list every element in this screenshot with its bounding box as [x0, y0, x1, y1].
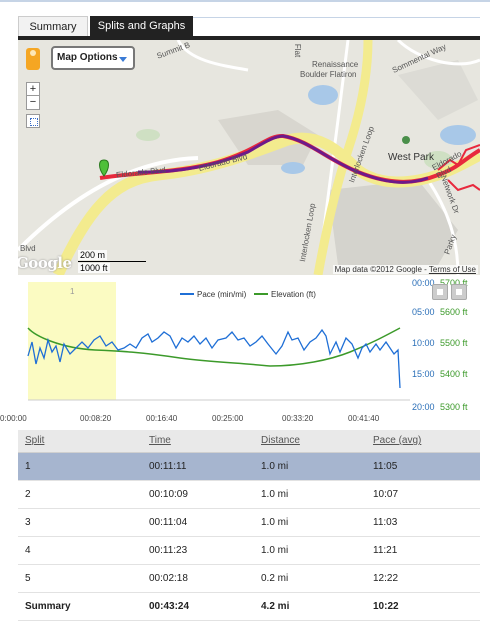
summary-label: Summary — [18, 592, 142, 621]
split-cell: 1 — [18, 452, 142, 481]
map-attribution: Map data ©2012 Google - Terms of Use — [332, 265, 478, 274]
map-label-renaissance: Renaissance — [312, 60, 359, 69]
elevation-tick-1: 5600 ft — [440, 307, 468, 317]
pace-cell: 11:05 — [366, 452, 480, 481]
pace-cell: 10:07 — [366, 480, 480, 509]
time-tick-4: 00:33:20 — [282, 414, 314, 423]
distance-cell: 1.0 mi — [254, 536, 366, 565]
pace-elevation-graph[interactable]: 1 Pace (min/mi) Elevation (ft) 00:00 05:… — [0, 278, 490, 428]
column-header-pace[interactable]: Pace (avg) — [366, 430, 480, 453]
table-row[interactable]: 1 00:11:11 1.0 mi 11:05 — [18, 452, 480, 481]
split-cell: 2 — [18, 480, 142, 509]
time-tick-0: 0:00:00 — [0, 414, 27, 423]
top-border — [0, 0, 490, 2]
summary-row: Summary 00:43:24 4.2 mi 10:22 — [18, 592, 480, 621]
elevation-line — [27, 327, 401, 367]
terms-of-use-link[interactable]: Terms of Use — [428, 265, 476, 274]
time-cell: 00:11:11 — [142, 452, 254, 481]
download-icon[interactable] — [451, 284, 467, 300]
pace-tick-1: 05:00 — [412, 307, 435, 317]
map-label-flat: Flat — [293, 43, 303, 58]
table-header-row: Split Time Distance Pace (avg) — [18, 430, 480, 453]
table-row[interactable]: 2 00:10:09 1.0 mi 10:07 — [18, 480, 480, 509]
route-map[interactable]: Map Options + − Summit B Renaissance Bou… — [18, 40, 480, 275]
time-tick-5: 00:41:40 — [348, 414, 380, 423]
pace-tick-4: 20:00 — [412, 402, 435, 412]
time-tick-2: 00:16:40 — [146, 414, 178, 423]
summary-time: 00:43:24 — [142, 592, 254, 621]
map-label-west-park: West Park — [388, 152, 434, 163]
pace-tick-3: 15:00 — [412, 369, 435, 379]
map-options-label: Map Options — [57, 52, 118, 63]
distance-cell: 1.0 mi — [254, 508, 366, 537]
time-cell: 00:10:09 — [142, 480, 254, 509]
pace-tick-0: 00:00 — [412, 278, 435, 288]
pace-cell: 11:03 — [366, 508, 480, 537]
street-view-pegman-icon[interactable] — [26, 48, 40, 70]
zoom-out-button[interactable]: − — [29, 96, 37, 108]
pace-line — [27, 328, 401, 389]
column-header-distance[interactable]: Distance — [254, 430, 366, 453]
pace-tick-2: 10:00 — [412, 338, 435, 348]
summary-distance: 4.2 mi — [254, 592, 366, 621]
summary-pace: 10:22 — [366, 592, 480, 621]
map-scale: 200 m 1000 ft — [78, 250, 158, 273]
time-tick-3: 00:25:00 — [212, 414, 244, 423]
elevation-tick-4: 5300 ft — [440, 402, 468, 412]
pace-cell: 12:22 — [366, 564, 480, 593]
zoom-control: + − — [26, 82, 40, 110]
print-icon[interactable] — [432, 284, 448, 300]
elevation-tick-3: 5400 ft — [440, 369, 468, 379]
tab-bar-rule — [178, 17, 480, 18]
map-label-blvd: Blvd — [20, 244, 36, 253]
time-cell: 00:11:23 — [142, 536, 254, 565]
distance-cell: 0.2 mi — [254, 564, 366, 593]
time-cell: 00:11:04 — [142, 508, 254, 537]
table-row[interactable]: 4 00:11:23 1.0 mi 11:21 — [18, 536, 480, 565]
distance-cell: 1.0 mi — [254, 452, 366, 481]
elevation-legend-label: Elevation (ft) — [271, 290, 316, 299]
table-row[interactable]: 5 00:02:18 0.2 mi 12:22 — [18, 564, 480, 593]
scale-meters: 200 m — [78, 250, 108, 260]
elevation-tick-2: 5500 ft — [440, 338, 468, 348]
distance-cell: 1.0 mi — [254, 480, 366, 509]
table-row[interactable]: 3 00:11:04 1.0 mi 11:03 — [18, 508, 480, 537]
map-label-boulder-flatiron: Boulder Flatiron — [300, 70, 357, 79]
tab-splits-and-graphs[interactable]: Splits and Graphs — [90, 16, 193, 36]
tab-summary[interactable]: Summary — [18, 16, 88, 36]
scale-feet: 1000 ft — [78, 263, 110, 273]
pace-legend-label: Pace (min/mi) — [197, 290, 247, 299]
elevation-tick-0: 5700 ft — [440, 278, 468, 288]
map-options-dropdown[interactable]: Map Options — [51, 46, 135, 70]
zoom-in-button[interactable]: + — [27, 83, 39, 96]
map-type-toggle-icon[interactable] — [26, 114, 40, 128]
tab-bar: Summary Splits and Graphs — [18, 16, 480, 40]
google-logo: Google — [18, 254, 72, 272]
time-tick-1: 00:08:20 — [80, 414, 112, 423]
split-highlight — [28, 282, 116, 400]
map-canvas — [18, 40, 480, 275]
attribution-text: Map data ©2012 Google - — [334, 265, 429, 274]
split-marker-label: 1 — [70, 287, 75, 296]
split-cell: 3 — [18, 508, 142, 537]
splits-table: Split Time Distance Pace (avg) 1 00:11:1… — [18, 430, 480, 621]
column-header-split[interactable]: Split — [18, 430, 142, 453]
split-cell: 4 — [18, 536, 142, 565]
chevron-down-icon — [119, 57, 127, 62]
time-cell: 00:02:18 — [142, 564, 254, 593]
column-header-time[interactable]: Time — [142, 430, 254, 453]
split-cell: 5 — [18, 564, 142, 593]
graph-canvas: 1 Pace (min/mi) Elevation (ft) 00:00 05:… — [0, 278, 468, 423]
pace-cell: 11:21 — [366, 536, 480, 565]
